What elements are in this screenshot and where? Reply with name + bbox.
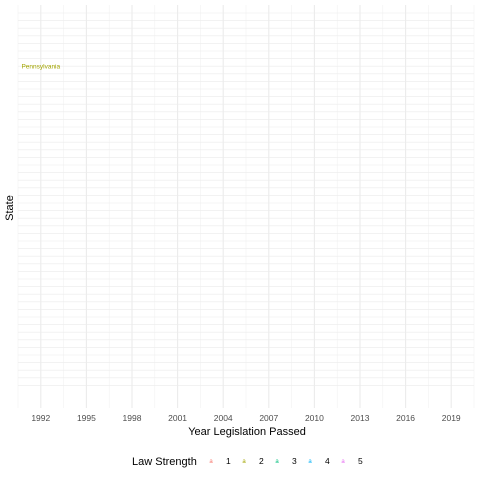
x-tick-label: 2010 [305,413,324,423]
y-axis-title: State [4,195,16,221]
legend-key: a [341,459,345,465]
legend-label: 2 [259,456,264,466]
data-labels: Pennsylvania [21,64,60,71]
x-tick-label: 2019 [442,413,461,423]
legend-title: Law Strength [132,456,197,468]
legend-label: 4 [325,456,330,466]
minor-gridlines [17,5,475,408]
x-tick-label: 2016 [396,413,415,423]
legend-items: a 1 a 2 a 3 a 4 a 5 [209,456,363,466]
x-tick-label: 2004 [214,413,233,423]
legend-label: 3 [292,456,297,466]
x-tick-labels: 1992 1995 1998 2001 2004 2007 2010 2013 2016 2019 [31,413,461,423]
legend-key: a [308,459,312,465]
major-gridlines [18,5,474,408]
legend-key: a [275,459,279,465]
legend-label: 1 [226,456,231,466]
x-tick-label: 2013 [351,413,370,423]
x-tick-label: 2001 [168,413,187,423]
x-tick-label: 2007 [259,413,278,423]
x-axis-title: Year Legislation Passed [188,426,306,438]
x-tick-label: 1995 [77,413,96,423]
legend: Law Strength a 1 a 2 a 3 a 4 a 5 [132,456,363,468]
legend-label: 5 [358,456,363,466]
legend-key: a [209,459,213,465]
data-point-label: Pennsylvania [21,64,60,71]
x-tick-label: 1992 [31,413,50,423]
x-tick-label: 1998 [123,413,142,423]
legend-key: a [242,459,246,465]
